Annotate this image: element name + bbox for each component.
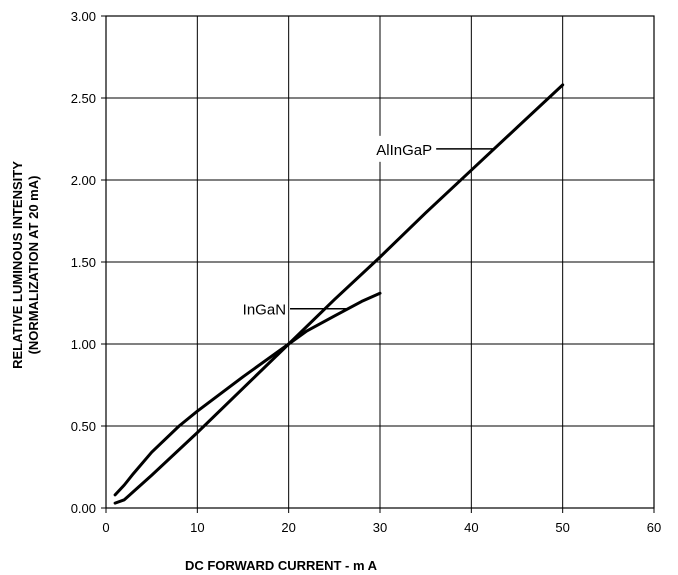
x-tick-label: 30	[373, 520, 387, 535]
y-tick-label: 1.00	[71, 337, 96, 352]
annotation-layer: AlInGaP InGaN	[198, 135, 495, 322]
x-tick-label: 60	[647, 520, 661, 535]
y-tick-label: 3.00	[71, 9, 96, 24]
grid-lines	[106, 16, 654, 508]
series-layer	[113, 83, 565, 505]
x-tick-label: 40	[464, 520, 478, 535]
y-axis-title-line-2: (NORMALIZATION AT 20 mA)	[26, 176, 41, 355]
y-tick-label: 1.50	[71, 255, 96, 270]
x-axis-ticks: 0 10 20 30 40 50 60	[102, 508, 661, 535]
x-tick-label: 20	[281, 520, 295, 535]
y-axis-title-line-1: RELATIVE LUMINOUS INTENSITY	[10, 161, 25, 369]
y-axis-ticks: 0.00 0.50 1.00 1.50 2.00 2.50 3.00	[71, 9, 106, 516]
y-tick-label: 2.50	[71, 91, 96, 106]
y-tick-label: 0.00	[71, 501, 96, 516]
y-tick-label: 2.00	[71, 173, 96, 188]
series-label-alingap: AlInGaP	[376, 142, 432, 159]
series-line-alingap	[113, 83, 565, 505]
x-axis-title: DC FORWARD CURRENT - m A	[185, 558, 378, 573]
series-line-ingan	[113, 291, 382, 497]
series-label-background	[344, 135, 435, 162]
x-tick-label: 10	[190, 520, 204, 535]
y-tick-label: 0.50	[71, 419, 96, 434]
x-tick-label: 0	[102, 520, 109, 535]
x-tick-label: 50	[555, 520, 569, 535]
series-label-background	[198, 295, 289, 322]
series-label-ingan: InGaN	[243, 302, 286, 319]
